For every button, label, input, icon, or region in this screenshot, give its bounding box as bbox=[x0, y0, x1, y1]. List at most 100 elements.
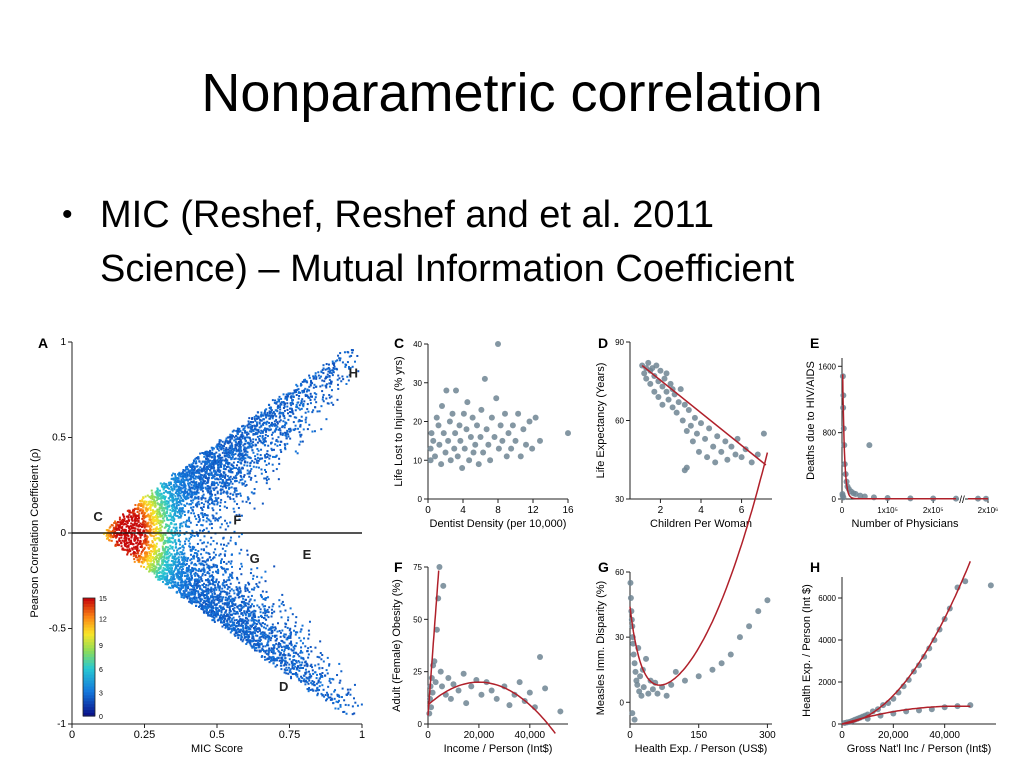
density-point bbox=[264, 456, 267, 459]
density-point bbox=[152, 500, 155, 503]
density-point bbox=[218, 475, 221, 478]
density-point bbox=[260, 468, 263, 471]
density-point bbox=[173, 514, 176, 517]
density-point bbox=[194, 567, 197, 570]
density-point bbox=[223, 481, 226, 484]
density-point bbox=[160, 574, 163, 577]
density-point bbox=[322, 364, 325, 367]
density-point bbox=[206, 541, 209, 544]
density-point bbox=[171, 556, 174, 559]
density-point bbox=[233, 619, 236, 622]
density-point bbox=[180, 592, 183, 595]
density-point bbox=[350, 349, 353, 352]
density-point bbox=[239, 444, 242, 447]
density-point bbox=[218, 466, 221, 469]
density-point bbox=[252, 577, 255, 580]
density-point bbox=[271, 399, 274, 402]
density-point bbox=[346, 692, 349, 695]
density-point bbox=[247, 595, 250, 598]
density-point bbox=[147, 543, 150, 546]
density-point bbox=[264, 658, 267, 661]
density-point bbox=[168, 579, 171, 582]
density-point bbox=[178, 543, 181, 546]
density-point bbox=[168, 484, 171, 487]
density-point bbox=[212, 447, 215, 450]
density-point bbox=[327, 370, 330, 373]
density-point bbox=[216, 619, 219, 622]
density-point bbox=[223, 590, 226, 593]
density-point bbox=[211, 460, 214, 463]
density-point bbox=[237, 469, 240, 472]
density-point bbox=[303, 664, 306, 667]
density-point bbox=[258, 437, 261, 440]
density-point bbox=[234, 627, 237, 630]
density-point bbox=[294, 659, 297, 662]
density-point bbox=[198, 518, 201, 521]
density-point bbox=[255, 623, 258, 626]
density-point bbox=[180, 522, 183, 525]
density-point bbox=[219, 516, 222, 519]
density-point bbox=[148, 529, 151, 532]
density-point bbox=[206, 603, 209, 606]
density-point bbox=[266, 624, 269, 627]
density-point bbox=[216, 447, 219, 450]
density-point bbox=[227, 576, 230, 579]
density-point bbox=[168, 505, 171, 508]
density-point bbox=[278, 411, 281, 414]
density-point bbox=[216, 469, 219, 472]
density-point bbox=[172, 493, 175, 496]
density-point bbox=[244, 623, 247, 626]
density-point bbox=[287, 672, 290, 675]
density-point bbox=[234, 629, 237, 632]
density-point bbox=[195, 552, 198, 555]
density-point bbox=[230, 434, 233, 437]
density-point bbox=[286, 396, 289, 399]
density-point bbox=[201, 591, 204, 594]
density-point bbox=[116, 523, 119, 526]
density-point bbox=[148, 551, 151, 554]
density-point bbox=[232, 612, 235, 615]
density-point bbox=[299, 651, 302, 654]
density-point bbox=[158, 497, 161, 500]
density-point bbox=[217, 601, 220, 604]
density-point bbox=[178, 511, 181, 514]
density-point bbox=[228, 447, 231, 450]
density-point bbox=[265, 618, 268, 621]
density-point bbox=[115, 536, 118, 539]
density-point bbox=[275, 439, 278, 442]
density-point bbox=[198, 576, 201, 579]
density-point bbox=[264, 651, 267, 654]
density-point bbox=[144, 534, 147, 537]
density-point bbox=[246, 620, 249, 623]
density-point bbox=[219, 508, 222, 511]
density-point bbox=[177, 516, 180, 519]
density-point bbox=[304, 394, 307, 397]
density-point bbox=[149, 545, 152, 548]
density-point bbox=[203, 586, 206, 589]
density-point bbox=[309, 399, 312, 402]
density-point bbox=[225, 453, 228, 456]
density-point bbox=[274, 635, 277, 638]
density-point bbox=[184, 588, 187, 591]
density-point bbox=[232, 476, 235, 479]
density-point bbox=[180, 556, 183, 559]
density-point bbox=[231, 448, 234, 451]
density-point bbox=[310, 381, 313, 384]
density-point bbox=[314, 372, 317, 375]
density-point bbox=[254, 632, 257, 635]
density-point bbox=[203, 607, 206, 610]
density-point bbox=[233, 592, 236, 595]
density-point bbox=[320, 658, 323, 661]
density-point bbox=[179, 584, 182, 587]
density-point bbox=[258, 637, 261, 640]
density-point bbox=[239, 492, 242, 495]
density-point bbox=[256, 453, 259, 456]
density-point bbox=[213, 592, 216, 595]
density-point bbox=[182, 500, 185, 503]
density-point bbox=[315, 682, 318, 685]
density-point bbox=[156, 512, 159, 515]
density-point bbox=[284, 444, 287, 447]
density-point bbox=[235, 514, 238, 517]
density-point bbox=[270, 647, 273, 650]
density-point bbox=[330, 380, 333, 383]
